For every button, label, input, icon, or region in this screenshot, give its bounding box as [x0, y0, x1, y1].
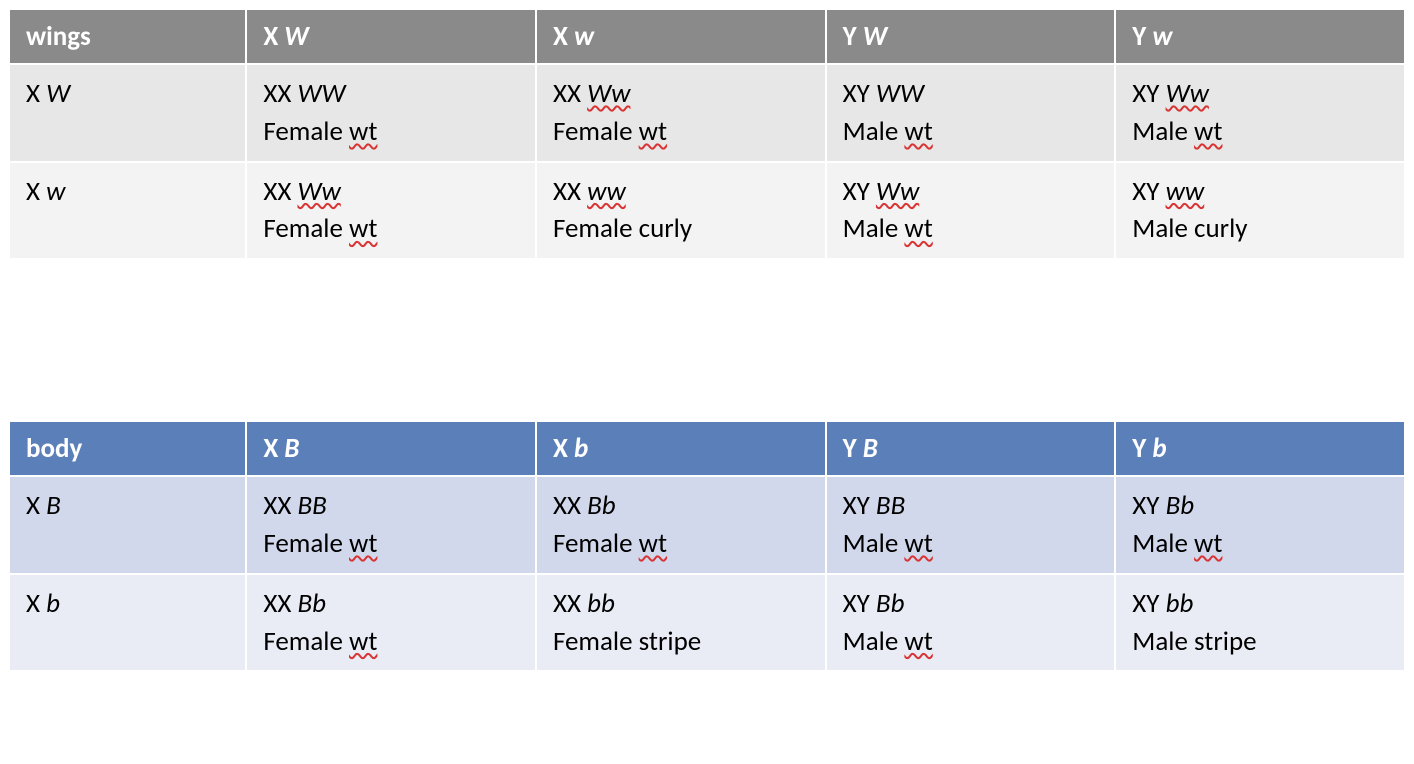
table-cell: XX WwFemale wt: [536, 64, 826, 162]
table-cell: XX BbFemale wt: [536, 476, 826, 574]
table-row: X WXX WWFemale wtXX WwFemale wtXY WWMale…: [9, 64, 1405, 162]
table-cell: XX WwFemale wt: [246, 162, 536, 260]
wings-header-2: X w: [536, 9, 826, 64]
table-row: X BXX BBFemale wtXX BbFemale wtXY BBMale…: [9, 476, 1405, 574]
body-header-1: X B: [246, 421, 536, 476]
table-cell: XX BbFemale wt: [246, 574, 536, 672]
table-row: X bXX BbFemale wtXX bbFemale stripeXY Bb…: [9, 574, 1405, 672]
wings-tbody: X WXX WWFemale wtXX WwFemale wtXY WWMale…: [9, 64, 1405, 259]
row-label: X w: [9, 162, 246, 260]
table-cell: XY BbMale wt: [826, 574, 1116, 672]
wings-header-3: Y W: [826, 9, 1116, 64]
table-cell: XX wwFemale curly: [536, 162, 826, 260]
wings-header-4: Y w: [1115, 9, 1405, 64]
wings-header-0: wings: [9, 9, 246, 64]
body-header-3: Y B: [826, 421, 1116, 476]
table-cell: XY WwMale wt: [826, 162, 1116, 260]
table-cell: XY BbMale wt: [1115, 476, 1405, 574]
body-table: body X B X b Y B Y b X BXX BBFemale wtXX…: [8, 420, 1406, 672]
table-cell: XY wwMale curly: [1115, 162, 1405, 260]
body-header-4: Y b: [1115, 421, 1405, 476]
table-cell: XY WwMale wt: [1115, 64, 1405, 162]
body-header-2: X b: [536, 421, 826, 476]
wings-header-1: X W: [246, 9, 536, 64]
table-cell: XX BBFemale wt: [246, 476, 536, 574]
row-label: X W: [9, 64, 246, 162]
table-cell: XY WWMale wt: [826, 64, 1116, 162]
body-header-row: body X B X b Y B Y b: [9, 421, 1405, 476]
table-cell: XY BBMale wt: [826, 476, 1116, 574]
body-tbody: X BXX BBFemale wtXX BbFemale wtXY BBMale…: [9, 476, 1405, 671]
row-label: X b: [9, 574, 246, 672]
wings-header-row: wings X W X w Y W Y w: [9, 9, 1405, 64]
table-cell: XX bbFemale stripe: [536, 574, 826, 672]
table-cell: XX WWFemale wt: [246, 64, 536, 162]
wings-table: wings X W X w Y W Y w X WXX WWFemale wtX…: [8, 8, 1406, 260]
table-row: X wXX WwFemale wtXX wwFemale curlyXY WwM…: [9, 162, 1405, 260]
table-cell: XY bbMale stripe: [1115, 574, 1405, 672]
row-label: X B: [9, 476, 246, 574]
body-header-0: body: [9, 421, 246, 476]
